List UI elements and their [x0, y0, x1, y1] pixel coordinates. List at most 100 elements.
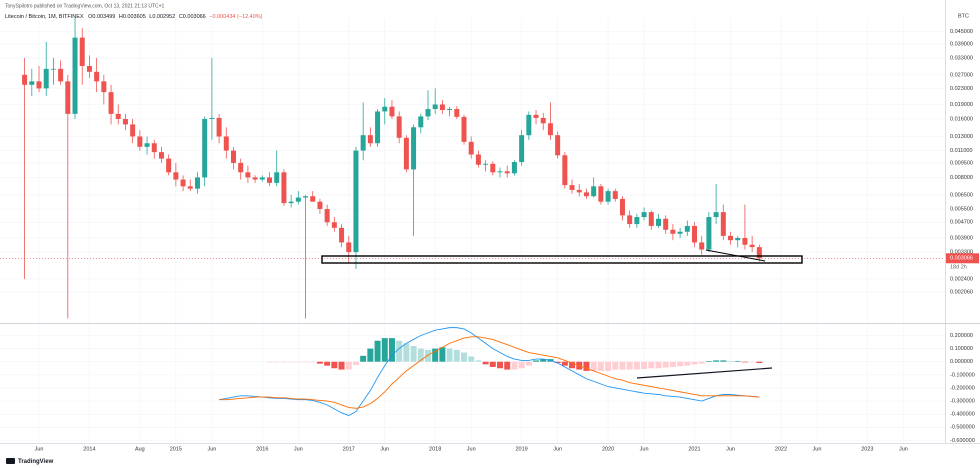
candle-body: [648, 212, 654, 226]
histogram-bar: [561, 361, 568, 366]
x-tick-label: 2023: [861, 446, 873, 452]
y-tick-label: 0.023000: [950, 86, 973, 92]
histogram-bar: [633, 361, 640, 370]
candle-body: [699, 242, 705, 250]
histogram-bar: [482, 361, 489, 365]
candle-body: [194, 177, 200, 189]
histogram-bar: [432, 348, 439, 362]
x-tick-label: 2015: [170, 446, 182, 452]
histogram-bar: [288, 361, 295, 363]
histogram-bar: [619, 361, 626, 370]
candle-body: [720, 212, 726, 236]
histogram-bar: [691, 361, 698, 365]
candle-body: [497, 171, 503, 173]
candle-body: [439, 104, 445, 110]
candle-body: [29, 81, 35, 85]
x-tick-label: 2014: [83, 446, 95, 452]
x-tick-label: Jun: [640, 446, 649, 452]
ohlc-low: L0.002952: [149, 14, 175, 20]
histogram-bar: [468, 356, 475, 362]
candle-body: [331, 222, 337, 228]
candle-body: [519, 135, 525, 163]
x-tick-label: Jun: [726, 446, 735, 452]
y-tick-label: 0.002060: [950, 289, 973, 295]
candle-body: [619, 198, 625, 216]
histogram-bar: [641, 361, 648, 369]
histogram-bar: [396, 340, 403, 362]
candle-body: [65, 81, 71, 114]
y-tick-label: 0.005500: [950, 206, 973, 212]
candle-body: [735, 237, 741, 241]
candle-body: [756, 247, 762, 259]
candle-body: [22, 74, 28, 85]
y-tick-label: 0.100000: [950, 346, 973, 352]
candle-body: [591, 186, 597, 197]
support-zone: [321, 255, 803, 264]
candle-body: [324, 209, 330, 223]
candle-body: [569, 185, 575, 190]
ohlc-open: O0.003499: [88, 14, 115, 20]
candle-body: [209, 117, 215, 119]
histogram-bar: [727, 361, 734, 362]
candle-body: [317, 201, 323, 210]
x-tick-label: 2018: [429, 446, 441, 452]
candle-body: [202, 118, 208, 178]
candle-body: [562, 155, 568, 186]
x-tick-label: Jun: [899, 446, 908, 452]
candle-body: [504, 171, 510, 174]
candle-body: [576, 189, 582, 193]
x-tick-label: 2017: [343, 446, 355, 452]
candle-body: [158, 152, 164, 159]
ohlc-high: H0.003605: [119, 14, 146, 20]
candle-body: [684, 225, 690, 232]
candle-body: [605, 191, 611, 202]
legend: Litecoin / Bitcoin, 1M, BITFINEX O0.0034…: [5, 14, 263, 20]
histogram-bar: [453, 349, 460, 362]
candle-body: [454, 109, 460, 117]
candle-body: [641, 212, 647, 218]
histogram-bar: [741, 361, 748, 363]
macd-pane: [219, 327, 763, 416]
candle-body: [94, 71, 100, 82]
histogram-bar: [424, 349, 431, 362]
candle-body: [634, 217, 640, 225]
histogram-bar: [684, 361, 691, 366]
ohlc-close: C0.003066: [179, 14, 206, 20]
candle-body: [50, 68, 56, 70]
histogram-bar: [295, 361, 302, 363]
candle-body: [252, 177, 258, 180]
histogram-bar: [734, 361, 741, 362]
candle-body: [511, 162, 517, 174]
candle-body: [367, 135, 373, 144]
candle-body: [713, 212, 719, 218]
histogram-bar: [439, 347, 446, 362]
histogram-bar: [504, 361, 511, 370]
candle-body: [692, 225, 698, 243]
candle-body: [173, 172, 179, 180]
histogram-bar: [533, 360, 540, 362]
candle-body: [245, 172, 251, 178]
y-tick-label: -0.300000: [950, 398, 975, 404]
candle-body: [58, 68, 64, 82]
histogram-bar: [648, 361, 655, 369]
axes: 0.045000 0.039000 0.033000 0.027000 0.023000…: [35, 29, 979, 452]
candle-body: [598, 186, 604, 202]
histogram-bar: [698, 361, 705, 364]
y-tick-label: 0.000000: [950, 359, 973, 365]
x-tick-label: Jun: [380, 446, 389, 452]
y-tick-label: -0.200000: [950, 385, 975, 391]
candle-body: [490, 163, 496, 173]
candle-body: [295, 197, 301, 202]
histogram-bar: [403, 343, 410, 362]
x-tick-label: 2022: [775, 446, 787, 452]
candle-body: [461, 116, 467, 142]
histogram-bar: [583, 361, 590, 371]
footer-logo: TradingView: [18, 459, 54, 465]
histogram-bar: [410, 345, 417, 362]
last-price-label: 0.003066: [950, 256, 973, 262]
histogram-bar: [511, 361, 518, 370]
histogram-bar: [597, 361, 604, 371]
histogram-bar: [388, 338, 395, 362]
histogram-bar: [749, 361, 756, 363]
last-price-box: [946, 253, 979, 264]
